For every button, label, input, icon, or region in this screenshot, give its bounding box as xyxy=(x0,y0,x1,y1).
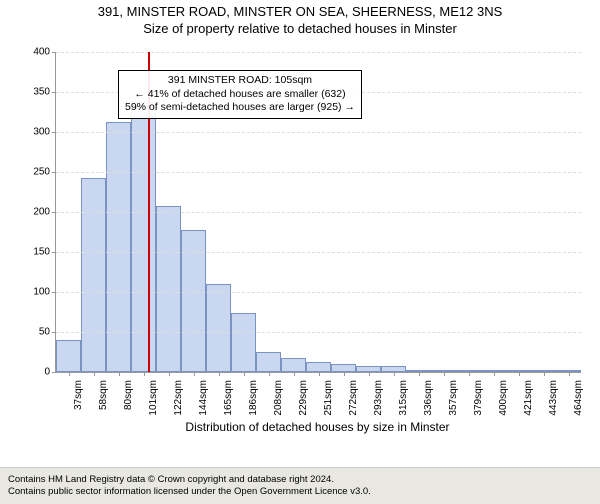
bar xyxy=(56,340,81,372)
x-tick-label: 357sqm xyxy=(448,376,459,416)
bar xyxy=(231,313,256,372)
x-tick-mark xyxy=(194,372,195,376)
y-tick-mark xyxy=(52,372,56,373)
bar xyxy=(281,358,306,372)
x-tick-mark xyxy=(169,372,170,376)
y-tick-mark xyxy=(52,52,56,53)
x-tick-label: 229sqm xyxy=(298,376,309,416)
gridline-h xyxy=(56,52,581,53)
bar xyxy=(331,364,356,372)
callout-line1: 391 MINSTER ROAD: 105sqm xyxy=(125,74,355,88)
x-tick-label: 443sqm xyxy=(548,376,559,416)
x-tick-mark xyxy=(69,372,70,376)
bar xyxy=(106,122,131,372)
x-tick-label: 336sqm xyxy=(423,376,434,416)
x-tick-mark xyxy=(144,372,145,376)
y-tick-mark xyxy=(52,172,56,173)
x-tick-label: 379sqm xyxy=(473,376,484,416)
x-tick-mark xyxy=(544,372,545,376)
title-address: 391, MINSTER ROAD, MINSTER ON SEA, SHEER… xyxy=(0,4,600,19)
x-tick-label: 186sqm xyxy=(248,376,259,416)
x-tick-label: 421sqm xyxy=(523,376,534,416)
gridline-h xyxy=(56,172,581,173)
x-tick-mark xyxy=(569,372,570,376)
y-tick-mark xyxy=(52,332,56,333)
x-tick-label: 293sqm xyxy=(373,376,384,416)
x-tick-mark xyxy=(119,372,120,376)
x-axis-label: Distribution of detached houses by size … xyxy=(55,420,580,434)
title-subtitle: Size of property relative to detached ho… xyxy=(0,21,600,36)
y-tick-label: 0 xyxy=(20,367,56,378)
x-tick-label: 315sqm xyxy=(398,376,409,416)
y-tick-label: 400 xyxy=(20,47,56,58)
y-tick-label: 300 xyxy=(20,127,56,138)
x-tick-mark xyxy=(494,372,495,376)
chart-header: 391, MINSTER ROAD, MINSTER ON SEA, SHEER… xyxy=(0,4,600,36)
y-tick-mark xyxy=(52,132,56,133)
bar xyxy=(81,178,106,372)
x-tick-label: 400sqm xyxy=(498,376,509,416)
x-tick-label: 58sqm xyxy=(98,376,109,410)
x-tick-mark xyxy=(444,372,445,376)
y-tick-mark xyxy=(52,212,56,213)
bar xyxy=(181,230,206,372)
x-tick-label: 80sqm xyxy=(123,376,134,410)
x-tick-label: 251sqm xyxy=(323,376,334,416)
y-tick-label: 150 xyxy=(20,247,56,258)
footer-line1: Contains HM Land Registry data © Crown c… xyxy=(8,474,592,486)
gridline-h xyxy=(56,332,581,333)
x-tick-mark xyxy=(219,372,220,376)
bar xyxy=(256,352,281,372)
x-tick-label: 37sqm xyxy=(73,376,84,410)
y-tick-label: 100 xyxy=(20,287,56,298)
gridline-h xyxy=(56,292,581,293)
bar xyxy=(156,206,181,372)
x-tick-mark xyxy=(344,372,345,376)
x-tick-mark xyxy=(319,372,320,376)
x-tick-mark xyxy=(269,372,270,376)
x-tick-label: 165sqm xyxy=(223,376,234,416)
y-tick-mark xyxy=(52,252,56,253)
x-tick-mark xyxy=(294,372,295,376)
bar xyxy=(306,362,331,372)
x-tick-label: 464sqm xyxy=(573,376,584,416)
x-tick-mark xyxy=(369,372,370,376)
bar xyxy=(206,284,231,372)
chart-container: Number of detached properties 0501001502… xyxy=(0,42,600,452)
callout-box: 391 MINSTER ROAD: 105sqm← 41% of detache… xyxy=(118,70,362,119)
y-tick-mark xyxy=(52,292,56,293)
x-tick-mark xyxy=(419,372,420,376)
x-tick-mark xyxy=(394,372,395,376)
callout-line2: ← 41% of detached houses are smaller (63… xyxy=(125,88,355,102)
y-tick-label: 50 xyxy=(20,327,56,338)
y-tick-label: 200 xyxy=(20,207,56,218)
y-tick-label: 250 xyxy=(20,167,56,178)
y-tick-mark xyxy=(52,92,56,93)
callout-line3: 59% of semi-detached houses are larger (… xyxy=(125,101,355,115)
x-tick-mark xyxy=(469,372,470,376)
footer-line2: Contains public sector information licen… xyxy=(8,486,592,498)
footer-attribution: Contains HM Land Registry data © Crown c… xyxy=(0,467,600,504)
gridline-h xyxy=(56,132,581,133)
x-tick-mark xyxy=(519,372,520,376)
x-tick-label: 122sqm xyxy=(173,376,184,416)
x-tick-mark xyxy=(94,372,95,376)
gridline-h xyxy=(56,252,581,253)
plot-area: 05010015020025030035040037sqm58sqm80sqm1… xyxy=(55,52,581,373)
y-tick-label: 350 xyxy=(20,87,56,98)
gridline-h xyxy=(56,212,581,213)
x-tick-mark xyxy=(244,372,245,376)
x-tick-label: 101sqm xyxy=(148,376,159,416)
x-tick-label: 272sqm xyxy=(348,376,359,416)
x-tick-label: 208sqm xyxy=(273,376,284,416)
x-tick-label: 144sqm xyxy=(198,376,209,416)
